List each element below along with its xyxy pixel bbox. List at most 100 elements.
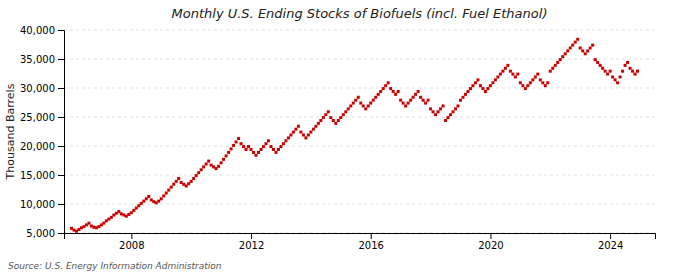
y-axis-title: Thousand Barrels bbox=[4, 83, 17, 180]
point bbox=[554, 64, 557, 67]
x-tick: 2012 bbox=[239, 233, 264, 251]
grid-line bbox=[64, 117, 655, 118]
point bbox=[317, 122, 320, 125]
x-tick-label: 2008 bbox=[119, 240, 144, 251]
point bbox=[87, 222, 90, 225]
point bbox=[499, 73, 502, 76]
point bbox=[220, 161, 223, 164]
point bbox=[606, 73, 609, 76]
point bbox=[574, 41, 577, 44]
point bbox=[354, 99, 357, 102]
x-tick: 2024 bbox=[598, 233, 623, 251]
point bbox=[399, 99, 402, 102]
point bbox=[424, 102, 427, 105]
point bbox=[541, 81, 544, 84]
point bbox=[417, 90, 420, 93]
point bbox=[272, 148, 275, 151]
point bbox=[476, 78, 479, 81]
point bbox=[200, 168, 203, 171]
point bbox=[147, 195, 150, 198]
point bbox=[556, 61, 559, 64]
grid-line bbox=[64, 175, 655, 176]
point bbox=[250, 148, 253, 151]
point bbox=[304, 136, 307, 139]
point bbox=[536, 73, 539, 76]
y-tick-mark bbox=[58, 146, 64, 147]
point bbox=[611, 75, 614, 78]
point bbox=[412, 96, 415, 99]
point bbox=[344, 110, 347, 113]
point bbox=[282, 142, 285, 145]
point bbox=[569, 46, 572, 49]
point bbox=[192, 177, 195, 180]
point bbox=[357, 96, 360, 99]
point bbox=[195, 174, 198, 177]
point bbox=[342, 113, 345, 116]
point bbox=[576, 38, 579, 41]
point bbox=[466, 90, 469, 93]
point bbox=[464, 93, 467, 96]
point bbox=[314, 125, 317, 128]
point bbox=[312, 128, 315, 131]
point bbox=[309, 131, 312, 134]
point bbox=[479, 84, 482, 87]
point bbox=[529, 81, 532, 84]
y-tick-mark bbox=[58, 59, 64, 60]
point bbox=[544, 84, 547, 87]
point bbox=[322, 116, 325, 119]
y-axis-line bbox=[58, 31, 65, 234]
y-tick-mark bbox=[58, 88, 64, 89]
point bbox=[255, 154, 258, 157]
y-tick-mark bbox=[58, 175, 64, 176]
point bbox=[474, 81, 477, 84]
point bbox=[202, 165, 205, 168]
point bbox=[589, 46, 592, 49]
point bbox=[442, 104, 445, 107]
point bbox=[257, 151, 260, 154]
point bbox=[601, 67, 604, 70]
point bbox=[609, 70, 612, 73]
point bbox=[160, 197, 163, 200]
annotation: Source: U.S. Energy Information Administ… bbox=[8, 261, 222, 271]
point bbox=[519, 81, 522, 84]
point bbox=[172, 183, 175, 186]
point bbox=[292, 131, 295, 134]
point bbox=[377, 93, 380, 96]
point bbox=[504, 67, 507, 70]
point bbox=[389, 87, 392, 90]
point bbox=[367, 104, 370, 107]
point bbox=[369, 102, 372, 105]
point bbox=[454, 107, 457, 110]
y-tick: 35,000 bbox=[20, 54, 64, 65]
point bbox=[227, 151, 230, 154]
point bbox=[327, 110, 330, 113]
point bbox=[524, 87, 527, 90]
point bbox=[521, 84, 524, 87]
point bbox=[324, 113, 327, 116]
point bbox=[319, 119, 322, 122]
point bbox=[297, 125, 300, 128]
point bbox=[384, 84, 387, 87]
point bbox=[235, 140, 238, 143]
point bbox=[526, 84, 529, 87]
point bbox=[514, 75, 517, 78]
point bbox=[511, 73, 514, 76]
point bbox=[429, 107, 432, 110]
point bbox=[162, 194, 165, 197]
x-axis: 20082012201620202024 bbox=[65, 233, 656, 251]
point bbox=[584, 52, 587, 55]
point bbox=[551, 67, 554, 70]
point bbox=[374, 96, 377, 99]
point bbox=[269, 145, 272, 148]
y-tick: 25,000 bbox=[20, 112, 64, 123]
x-tick-mark bbox=[371, 233, 372, 239]
point bbox=[439, 107, 442, 110]
y-tick-label: 30,000 bbox=[20, 83, 55, 94]
point bbox=[531, 78, 534, 81]
point bbox=[372, 99, 375, 102]
point bbox=[392, 90, 395, 93]
point bbox=[299, 131, 302, 134]
point bbox=[596, 61, 599, 64]
point bbox=[634, 73, 637, 76]
point bbox=[457, 104, 460, 107]
